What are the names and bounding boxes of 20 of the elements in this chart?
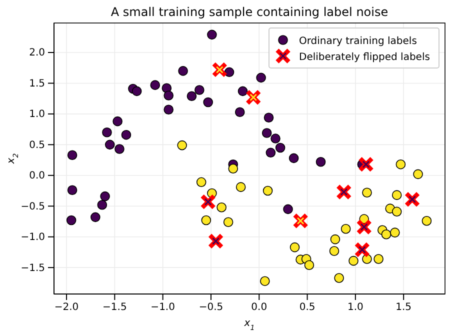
x-axis-title: x$_{1}$ bbox=[243, 318, 255, 332]
x-tick-label: 0.0 bbox=[251, 302, 268, 314]
x-tick-label: 0.5 bbox=[299, 302, 316, 314]
x-tick-label: 1.5 bbox=[396, 302, 412, 314]
y-tick-label: −1.5 bbox=[20, 262, 45, 274]
x-tick-label: 1.0 bbox=[347, 302, 364, 314]
x-tick-label: −0.5 bbox=[198, 302, 224, 314]
x-tick-label: −1.0 bbox=[150, 302, 175, 314]
y-tick-label: 2.0 bbox=[29, 48, 45, 59]
legend-label: Deliberately flipped labels bbox=[299, 52, 430, 63]
chart-title: A small training sample containing label noise bbox=[110, 5, 388, 19]
y-tick-label: 0.5 bbox=[29, 140, 45, 151]
x-tick-label: −1.5 bbox=[102, 302, 127, 314]
y-tick-label: −1.0 bbox=[20, 232, 45, 244]
y-tick-label: 0.0 bbox=[29, 170, 45, 182]
x-tick-label: −2.0 bbox=[54, 302, 79, 314]
y-tick-label: 1.0 bbox=[29, 109, 45, 120]
y-tick-label: 1.5 bbox=[29, 78, 45, 90]
y-tick-label: −0.5 bbox=[20, 201, 45, 212]
legend-label: Ordinary training labels bbox=[299, 36, 417, 47]
